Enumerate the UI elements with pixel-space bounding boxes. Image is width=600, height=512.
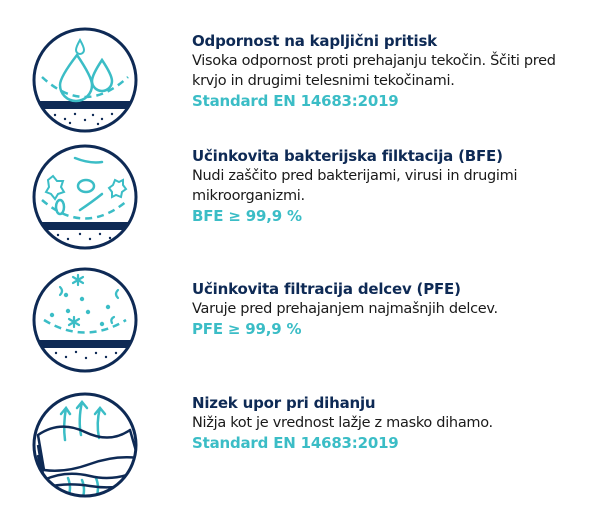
feature-standard: PFE ≥ 99,9 % xyxy=(192,320,302,338)
feature-title: Odpornost na kapljični pritisk xyxy=(192,32,437,50)
feature-description: Nižja kot je vrednost lažje z masko diha… xyxy=(192,415,493,431)
feature-droplet-resistance: Odpornost na kapljični pritisk Visoka od… xyxy=(192,31,592,111)
feature-description: Visoka odpornost proti prehajanju tekoči… xyxy=(192,53,556,89)
feature-standard: Standard EN 14683:2019 xyxy=(192,434,399,452)
particles-icon xyxy=(32,267,138,373)
bacteria-icon xyxy=(32,144,138,250)
feature-title: Učinkovita bakterijska filktacija (BFE) xyxy=(192,147,503,165)
feature-title: Nizek upor pri dihanju xyxy=(192,394,376,412)
feature-pfe: Učinkovita filtracija delcev (PFE) Varuj… xyxy=(192,279,592,339)
feature-bfe: Učinkovita bakterijska filktacija (BFE) … xyxy=(192,146,592,226)
feature-description: Nudi zaščito pred bakterijami, virusi in… xyxy=(192,168,518,204)
feature-standard: BFE ≥ 99,9 % xyxy=(192,207,302,225)
feature-title: Učinkovita filtracija delcev (PFE) xyxy=(192,280,461,298)
breathing-layers-icon xyxy=(32,392,138,498)
droplets-icon xyxy=(32,27,138,133)
feature-description: Varuje pred prehajanjem najmašnjih delce… xyxy=(192,301,498,317)
feature-standard: Standard EN 14683:2019 xyxy=(192,92,399,110)
feature-breathing-resistance: Nizek upor pri dihanju Nižja kot je vred… xyxy=(192,393,592,453)
